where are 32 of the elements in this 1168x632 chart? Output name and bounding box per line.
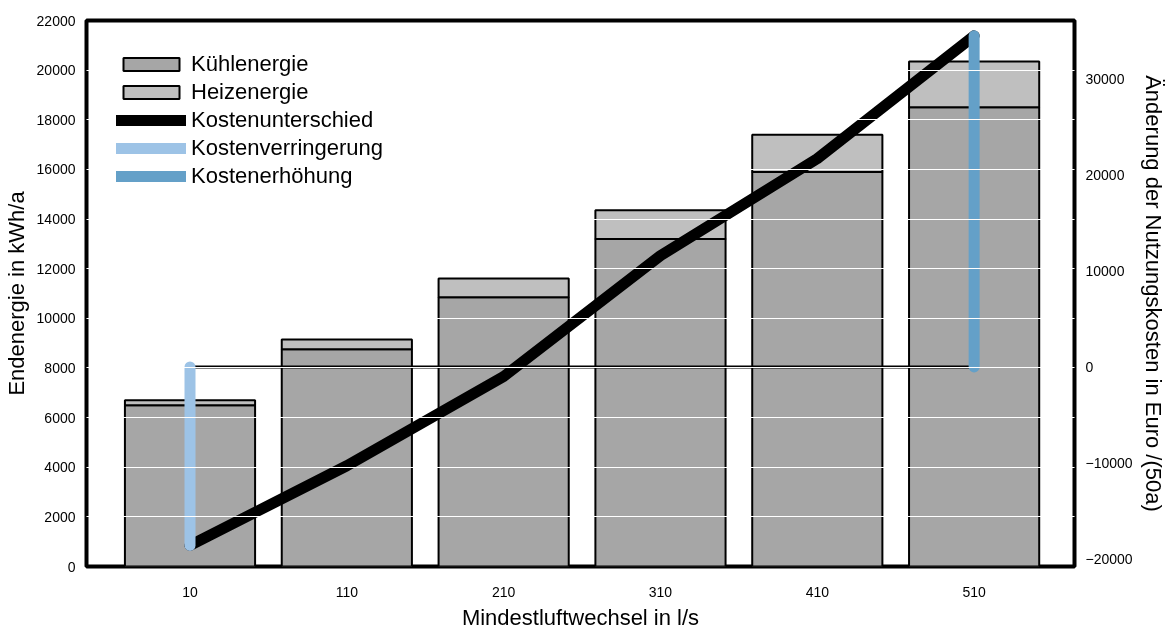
y-tick-label: 14000: [36, 211, 76, 228]
legend-label: Kostenunterschied: [191, 106, 374, 134]
y-tick-label: 0: [67, 558, 76, 575]
x-axis-title: Mindestluftwechsel in l/s: [461, 604, 700, 630]
x-tick-label: 310: [648, 583, 673, 600]
y-axis-title: Endenergie in kWh/a: [3, 190, 29, 396]
y2-tick-label: 0: [1085, 358, 1094, 375]
y-tick-label: 16000: [36, 161, 76, 178]
x-tick-label: 410: [805, 583, 830, 600]
legend-label: Kostenerhöhung: [191, 162, 353, 190]
x-tick-label: 510: [962, 583, 987, 600]
y-tick-label: 2000: [44, 508, 76, 525]
y2-tick-label: −20000: [1085, 550, 1133, 567]
y2-tick-label: 20000: [1085, 166, 1125, 183]
x-tick-label: 210: [491, 583, 516, 600]
x-tick-label: 110: [335, 583, 359, 600]
legend-label: Heizenergie: [191, 78, 309, 106]
legend-label: Kühlenergie: [191, 50, 309, 78]
y-tick-label: 4000: [44, 459, 76, 476]
y-tick-label: 12000: [36, 260, 76, 277]
legend-label: Kostenverringerung: [191, 134, 384, 162]
y-tick-label: 10000: [36, 310, 76, 327]
y-tick-label: 8000: [44, 359, 76, 376]
y2-tick-label: 10000: [1085, 262, 1125, 279]
y-tick-label: 18000: [36, 111, 76, 128]
x-tick-label: 10: [182, 583, 198, 600]
y2-axis-title: Änderung der Nutzungskosten in Euro /(50a): [1140, 75, 1166, 512]
y-tick-label: 22000: [36, 12, 76, 29]
y2-tick-label: 30000: [1085, 71, 1125, 88]
y-tick-label: 20000: [36, 62, 76, 79]
y2-tick-label: −10000: [1085, 454, 1133, 471]
y-tick-label: 6000: [44, 409, 76, 426]
